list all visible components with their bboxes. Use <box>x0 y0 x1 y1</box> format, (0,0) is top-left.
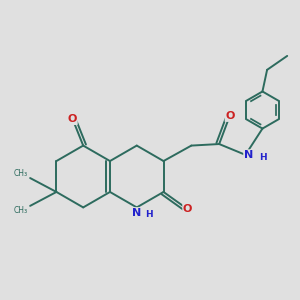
Text: O: O <box>225 111 235 122</box>
Text: CH₃: CH₃ <box>14 206 28 215</box>
Text: N: N <box>244 150 253 160</box>
Text: H: H <box>145 210 153 219</box>
Text: O: O <box>183 204 192 214</box>
Text: H: H <box>259 153 267 162</box>
Text: CH₃: CH₃ <box>14 169 28 178</box>
Text: O: O <box>68 115 77 124</box>
Text: N: N <box>132 208 141 218</box>
